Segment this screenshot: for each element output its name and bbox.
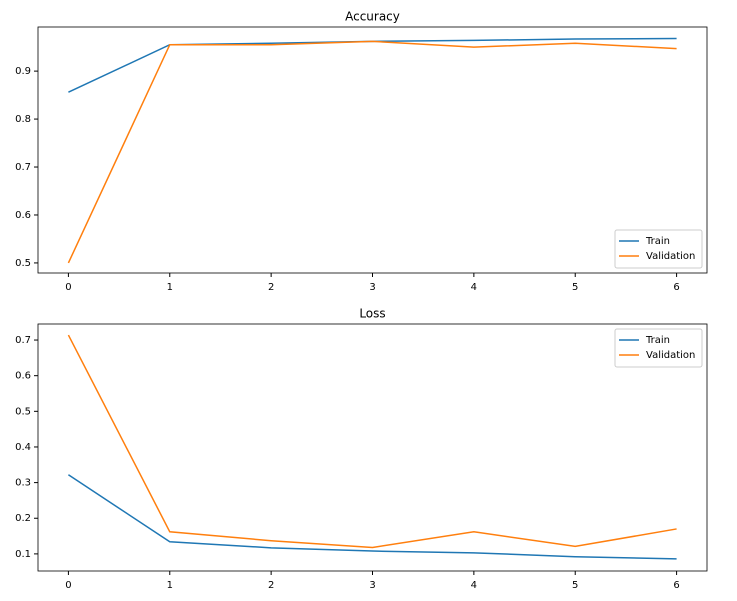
y-tick-label: 0.5 xyxy=(15,258,31,269)
x-tick-label: 2 xyxy=(268,282,274,293)
y-tick-label: 0.6 xyxy=(15,371,31,382)
x-tick-label: 0 xyxy=(65,282,71,293)
plot-frame xyxy=(37,323,708,572)
x-tick-label: 3 xyxy=(369,580,375,591)
legend-box xyxy=(614,229,703,269)
y-tick-label: 0.4 xyxy=(15,442,31,453)
x-tick-label: 3 xyxy=(369,282,375,293)
x-tick-label: 5 xyxy=(572,282,578,293)
legend-label: Train xyxy=(645,335,670,346)
y-tick-label: 0.3 xyxy=(15,478,31,489)
x-tick-label: 1 xyxy=(167,282,173,293)
line xyxy=(67,40,677,264)
plot-frame xyxy=(37,26,708,274)
y-tick-label: 0.6 xyxy=(15,210,31,221)
y-tick-label: 0.9 xyxy=(15,66,31,77)
x-tick-label: 2 xyxy=(268,580,274,591)
line xyxy=(67,474,677,560)
y-tick-label: 0.7 xyxy=(15,335,31,346)
x-tick-label: 0 xyxy=(65,580,71,591)
x-tick-label: 4 xyxy=(471,580,477,591)
chart-title: Loss xyxy=(359,307,385,321)
x-tick-label: 4 xyxy=(471,282,477,293)
y-tick-label: 0.8 xyxy=(15,114,31,125)
y-tick-label: 0.5 xyxy=(15,406,31,417)
chart-title: Accuracy xyxy=(345,10,400,24)
x-tick-label: 1 xyxy=(167,580,173,591)
legend-label: Validation xyxy=(646,350,695,361)
legend-box xyxy=(614,328,703,368)
y-tick-label: 0.7 xyxy=(15,162,31,173)
x-tick-label: 5 xyxy=(572,580,578,591)
x-tick-label: 6 xyxy=(673,580,679,591)
x-tick-label: 6 xyxy=(673,282,679,293)
line xyxy=(67,334,677,549)
legend-label: Train xyxy=(645,236,670,247)
y-tick-label: 0.1 xyxy=(15,549,31,560)
legend-label: Validation xyxy=(646,251,695,262)
y-tick-label: 0.2 xyxy=(15,513,31,524)
